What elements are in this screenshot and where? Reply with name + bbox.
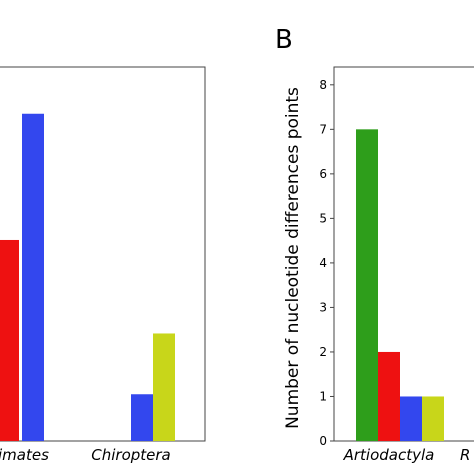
panel-b-y-tick-label-3: 3 — [319, 300, 327, 314]
panel-a-bar-1-2 — [153, 333, 175, 441]
panel-b-y-tick-label-5: 5 — [319, 211, 327, 225]
panel-a: imates Chiroptera — [0, 66, 206, 464]
panel-b-bars — [356, 129, 444, 442]
panel-b-y-tick-label-4: 4 — [319, 256, 327, 270]
panel-a-category-label-0: imates — [0, 446, 49, 464]
panel-b-y-tick-label-1: 1 — [319, 389, 327, 403]
panel-b-bar-0-1 — [378, 351, 400, 441]
panel-b-bar-0-2 — [400, 396, 422, 441]
panel-a-bar-0-0 — [0, 239, 19, 441]
panel-b-y-ticks: 0 1 2 3 4 5 6 7 8 — [319, 78, 334, 448]
panel-b-frame — [333, 66, 474, 442]
panel-a-bar-1-1 — [131, 394, 153, 441]
panel-a-bar-0-1 — [22, 113, 44, 441]
panel-b-y-tick-label-7: 7 — [319, 122, 327, 136]
panel-b-y-axis-label: Number of nucleotide differences points — [283, 87, 303, 429]
panel-a-frame — [0, 66, 206, 442]
panel-b-bar-0-3 — [422, 396, 444, 441]
panel-b-category-label-1: R — [460, 446, 470, 464]
panel-b-label: B — [275, 25, 293, 55]
panel-b: B Number of nucleotide differences point… — [275, 25, 474, 464]
panel-a-bars — [0, 113, 175, 441]
panel-a-category-label-1: Chiroptera — [91, 446, 170, 464]
panel-b-bar-0-0 — [356, 129, 378, 442]
panel-b-y-tick-label-6: 6 — [319, 167, 327, 181]
panel-b-category-label-0: Artiodactyla — [343, 446, 435, 464]
panel-b-y-tick-label-0: 0 — [319, 434, 327, 448]
panel-b-y-tick-label-2: 2 — [319, 345, 327, 359]
panel-b-y-tick-label-8: 8 — [319, 78, 327, 92]
